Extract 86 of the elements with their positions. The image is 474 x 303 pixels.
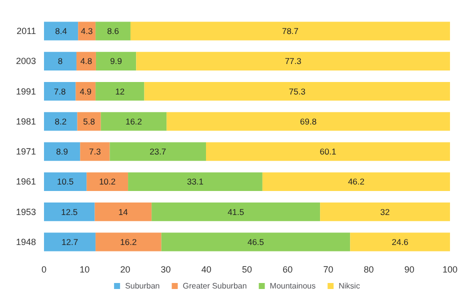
data-label: 5.8 bbox=[83, 116, 96, 126]
data-label: 14 bbox=[118, 206, 128, 217]
bar bbox=[350, 232, 450, 252]
bar bbox=[130, 22, 450, 40]
data-label: 12 bbox=[115, 86, 125, 96]
bar bbox=[77, 112, 101, 131]
data-label: 7.8 bbox=[54, 86, 66, 96]
bar bbox=[96, 82, 144, 101]
bar bbox=[144, 82, 450, 101]
data-label: 10.5 bbox=[57, 176, 74, 187]
bar bbox=[110, 142, 206, 161]
bar bbox=[44, 112, 78, 131]
bar bbox=[44, 172, 87, 192]
bar bbox=[136, 52, 450, 71]
data-label: 32 bbox=[380, 206, 390, 217]
bar bbox=[80, 142, 110, 161]
bar bbox=[206, 142, 450, 161]
data-label: 4.9 bbox=[80, 86, 92, 96]
data-label: 4.8 bbox=[80, 56, 92, 66]
data-label: 8.9 bbox=[56, 146, 68, 157]
data-label: 8 bbox=[58, 56, 63, 66]
data-label: 60.1 bbox=[320, 146, 337, 157]
data-label: 8.2 bbox=[54, 116, 67, 126]
y-tick-label: 1981 bbox=[16, 116, 36, 126]
y-tick-label: 1953 bbox=[16, 206, 36, 217]
bar bbox=[86, 172, 128, 192]
x-tick-label: 50 bbox=[242, 264, 252, 274]
x-tick-label: 20 bbox=[120, 264, 130, 274]
bar bbox=[44, 22, 78, 40]
x-tick-label: 90 bbox=[404, 264, 414, 274]
y-tick-label: 1991 bbox=[16, 86, 36, 96]
data-label: 8.4 bbox=[55, 26, 68, 36]
data-label: 12.5 bbox=[61, 206, 78, 217]
legend-label: Mountainous bbox=[270, 282, 316, 290]
data-label: 9.9 bbox=[110, 56, 122, 66]
bar bbox=[96, 22, 130, 40]
x-tick-label: 100 bbox=[442, 264, 458, 274]
y-tick-label: 1961 bbox=[16, 176, 36, 187]
y-tick-label: 2011 bbox=[16, 26, 36, 36]
data-label: 75.3 bbox=[288, 86, 306, 96]
bar bbox=[44, 232, 96, 252]
data-label: 23.7 bbox=[150, 146, 166, 157]
data-label: 78.7 bbox=[282, 26, 299, 36]
bar bbox=[166, 112, 450, 131]
bar bbox=[96, 232, 162, 252]
bar bbox=[44, 82, 76, 101]
bar bbox=[78, 22, 96, 40]
data-label: 46.5 bbox=[247, 236, 264, 247]
data-label: 77.3 bbox=[284, 56, 302, 66]
data-label: 46.2 bbox=[348, 176, 365, 187]
x-tick-label: 0 bbox=[41, 264, 47, 274]
bar bbox=[152, 202, 320, 222]
y-tick-label: 2003 bbox=[16, 56, 36, 66]
x-tick-label: 70 bbox=[323, 264, 334, 274]
bar bbox=[96, 52, 136, 71]
legend-label: Suburban bbox=[125, 282, 160, 290]
legend-label: Niksic bbox=[338, 282, 360, 290]
data-label: 10.2 bbox=[99, 176, 116, 187]
data-label: 16.2 bbox=[125, 116, 142, 126]
data-label: 12.7 bbox=[62, 236, 78, 247]
data-label: 8.6 bbox=[107, 26, 120, 36]
data-label: 69.8 bbox=[300, 116, 317, 126]
x-tick-label: 60 bbox=[282, 264, 293, 274]
bar bbox=[76, 82, 96, 101]
data-label: 16.2 bbox=[120, 236, 137, 247]
data-label: 7.3 bbox=[89, 146, 102, 157]
x-tick-label: 80 bbox=[364, 264, 374, 274]
bar bbox=[100, 112, 167, 131]
bar bbox=[44, 142, 80, 161]
bar bbox=[94, 202, 152, 222]
bar bbox=[44, 52, 76, 71]
data-label: 24.6 bbox=[392, 236, 409, 247]
bar bbox=[320, 202, 450, 222]
bar bbox=[128, 172, 262, 192]
data-label: 33.1 bbox=[186, 176, 204, 187]
bar bbox=[262, 172, 450, 192]
data-label: 41.5 bbox=[228, 206, 244, 217]
legend-label: Greater Suburban bbox=[182, 282, 247, 290]
bar bbox=[161, 232, 350, 252]
bar bbox=[44, 202, 95, 222]
x-tick-label: 30 bbox=[160, 264, 171, 274]
y-tick-label: 1971 bbox=[16, 146, 36, 157]
x-tick-label: 40 bbox=[201, 264, 212, 274]
data-label: 4.3 bbox=[80, 26, 94, 36]
y-tick-label: 1948 bbox=[16, 236, 36, 247]
x-tick-label: 10 bbox=[80, 264, 90, 274]
